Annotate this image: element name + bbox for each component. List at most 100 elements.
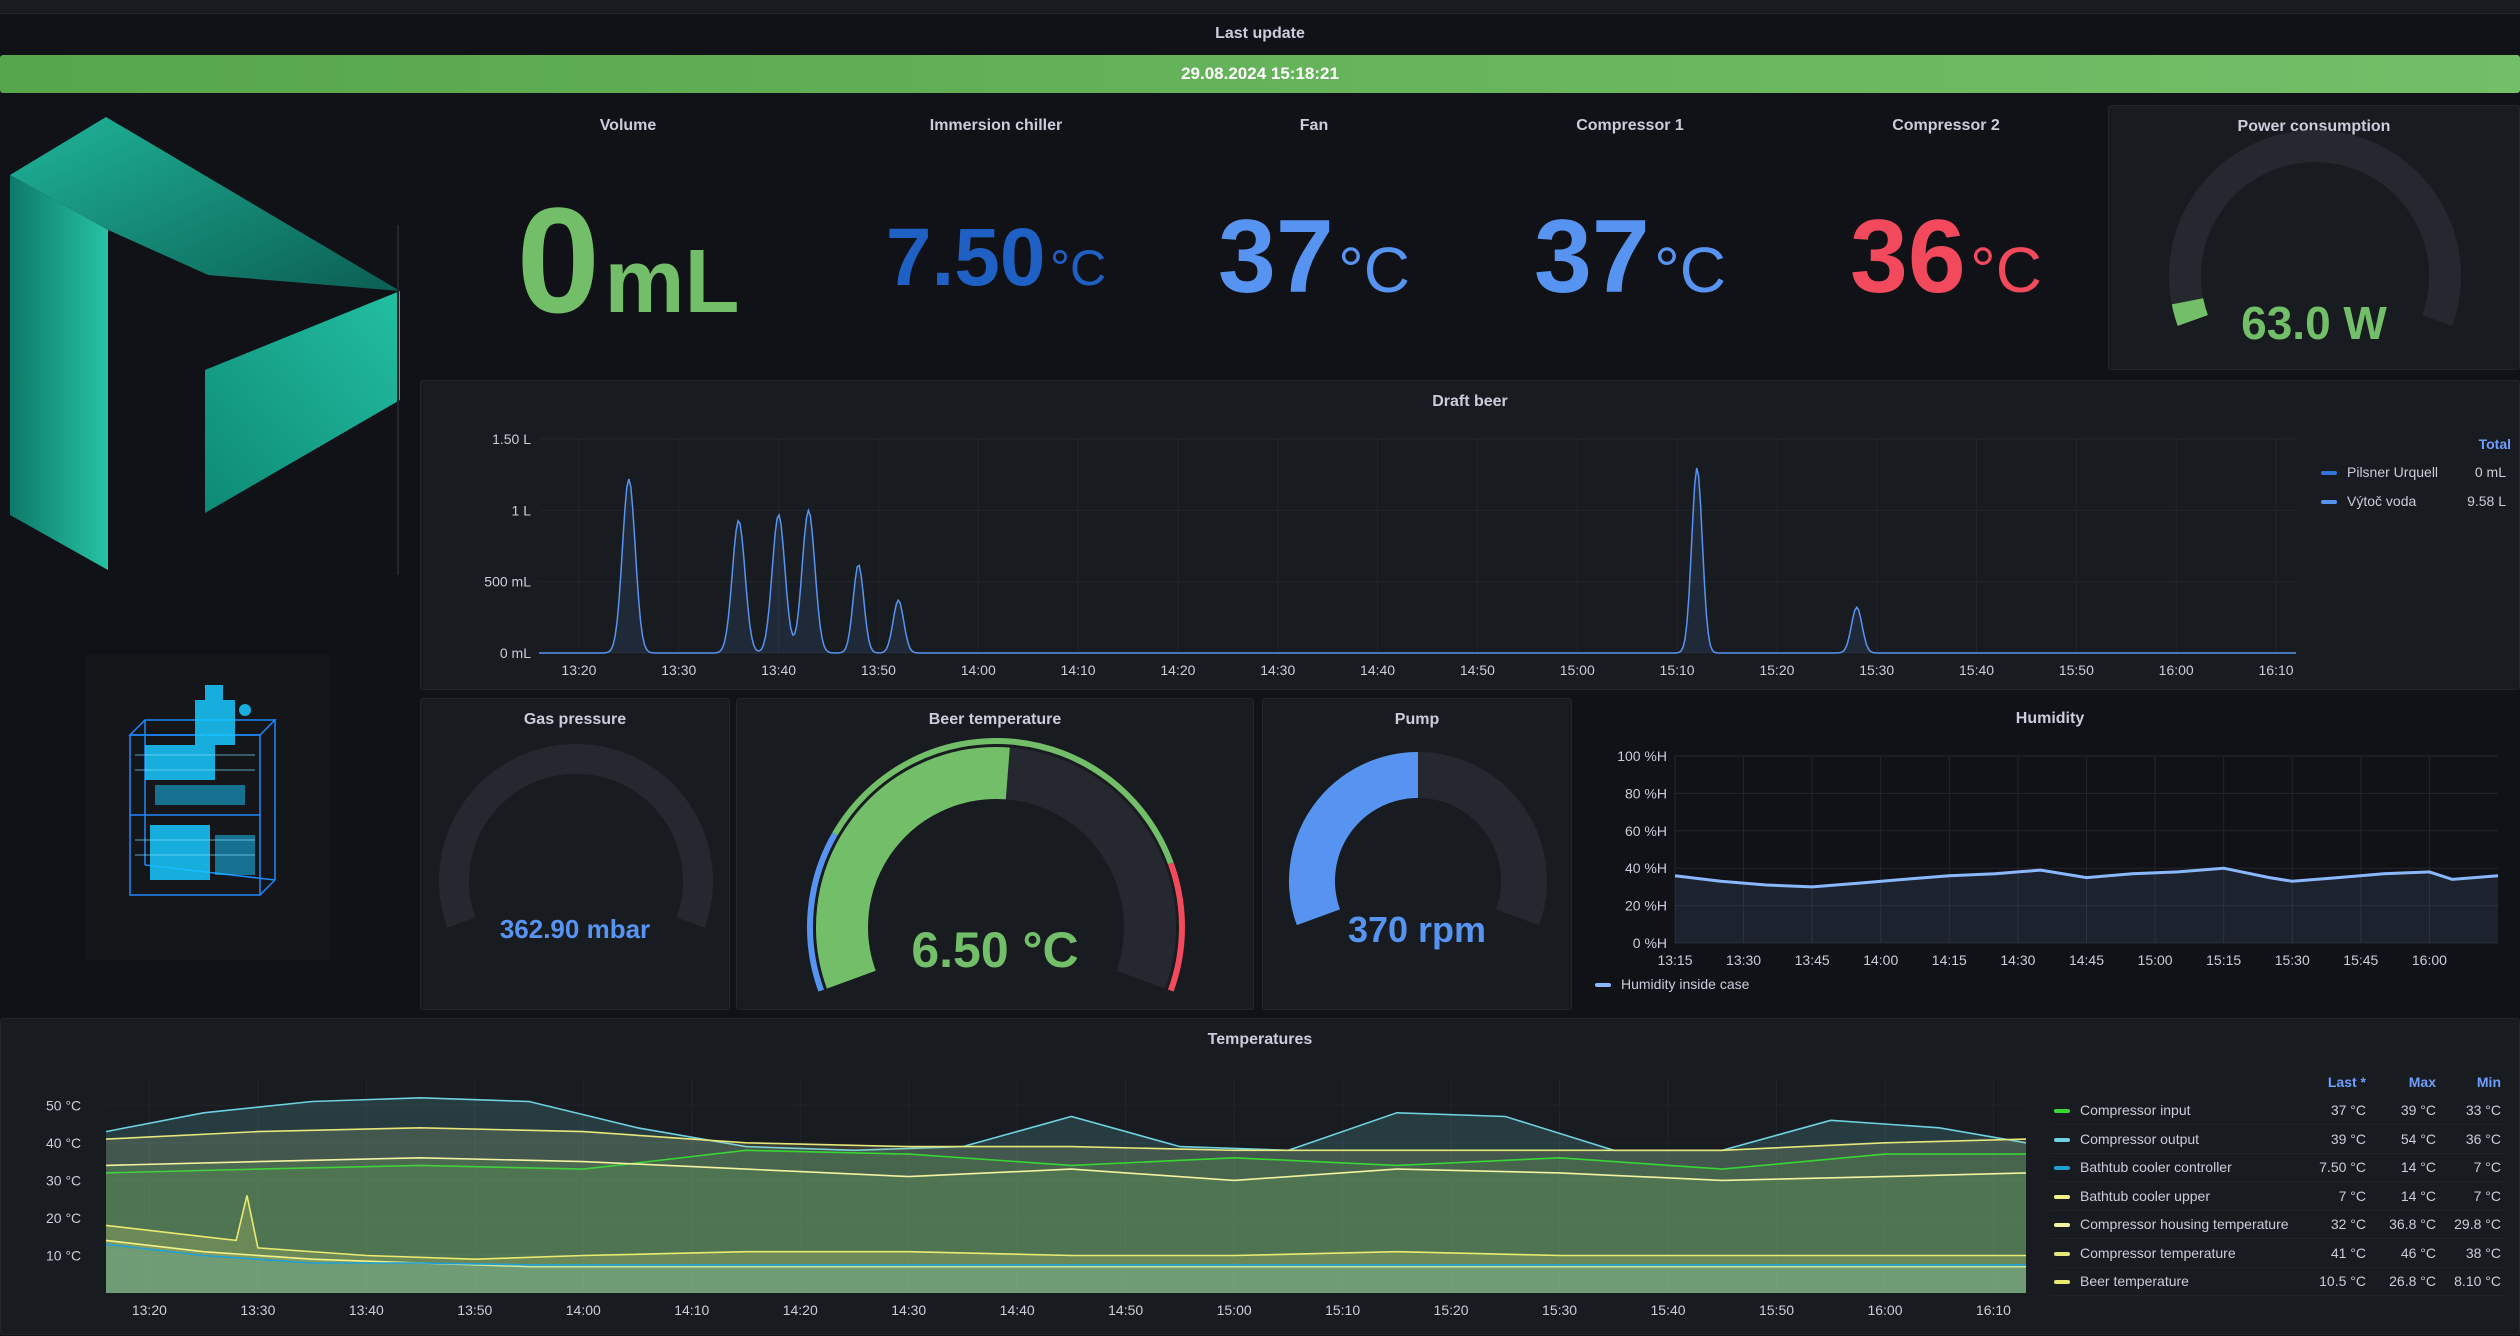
- beer-gauge-fill: [816, 747, 1010, 989]
- temp-legend-name: Compressor input: [2080, 1102, 2191, 1118]
- temp-legend-max: 46 °C: [2400, 1244, 2436, 1261]
- immersion-chiller-unit: °C: [1049, 240, 1107, 296]
- compressor1-number: 37: [1534, 199, 1650, 315]
- beer-temperature-value: 6.50 °C: [911, 922, 1079, 978]
- gas-pressure-panel: Gas pressure 362.90 mbar: [420, 698, 730, 1010]
- temp-legend-item[interactable]: Compressor output: [2054, 1131, 2199, 1147]
- temp-legend-min: 29.8 °C: [2454, 1216, 2501, 1232]
- temp-legend-max: 36.8 °C: [2389, 1216, 2436, 1232]
- temp-legend-item[interactable]: Compressor temperature: [2054, 1245, 2236, 1261]
- compressor2-value: 36 °C: [1788, 205, 2104, 309]
- temp-legend-min: 36 °C: [2465, 1130, 2501, 1147]
- temp-legend-separator: [2049, 1152, 2504, 1154]
- temperatures-panel: Temperatures 50 °C 40 °C 30 °C 20 °C 10 °C 13…: [0, 1018, 2520, 1335]
- draft-legend-name: Výtoč voda: [2347, 493, 2417, 509]
- temp-legend-min: 7 °C: [2473, 1187, 2501, 1204]
- temp-series-area: [106, 1150, 2026, 1293]
- humidity-chart: 100 %H 80 %H 60 %H 40 %H 20 %H 0 %H13:15 13:30…: [1617, 748, 2499, 968]
- power-gauge-fill: [2171, 297, 2208, 326]
- humidity-x-tick: 15:00: [2138, 952, 2173, 968]
- draft-y-tick: 1 L: [512, 502, 532, 518]
- compressor1-title: Compressor 1: [1576, 117, 1684, 134]
- draft-legend-name: Pilsner Urquell: [2347, 464, 2439, 480]
- volume-title: Volume: [599, 117, 657, 134]
- draft-x-tick: 15:40: [1959, 662, 1994, 678]
- temp-legend-min-header: Min: [2476, 1074, 2501, 1090]
- temp-x-tick: 14:20: [783, 1302, 818, 1318]
- temp-x-tick: 16:10: [1976, 1302, 2011, 1318]
- fan-number: 37: [1218, 199, 1334, 315]
- last-update-bar: 29.08.2024 15:18:21: [0, 55, 2520, 93]
- beer-threshold-blue: [806, 832, 838, 992]
- volume-number: 0: [516, 176, 600, 344]
- humidity-legend-item[interactable]: Humidity inside case: [1595, 976, 1749, 992]
- temp-series-line: [105, 1195, 2026, 1261]
- temp-legend-item[interactable]: Beer temperature: [2054, 1273, 2189, 1289]
- temp-x-tick: 13:30: [240, 1302, 275, 1318]
- stat-compressor2: Compressor 2 36 °C: [1788, 105, 2104, 375]
- temp-legend-item[interactable]: Bathtub cooler controller: [2054, 1159, 2232, 1175]
- power-value: 63.0 W: [2241, 297, 2387, 349]
- temp-x-tick: 13:50: [457, 1302, 492, 1318]
- gas-pressure-value: 362.90 mbar: [499, 914, 651, 944]
- draft-legend-item[interactable]: Výtoč voda: [2321, 493, 2416, 509]
- machine-3d-image: [128, 685, 277, 896]
- power-title: Power consumption: [2237, 118, 2391, 135]
- temperatures-title: Temperatures: [1207, 1031, 1313, 1048]
- draft-x-tick: 14:50: [1460, 662, 1495, 678]
- temp-x-tick: 13:40: [349, 1302, 384, 1318]
- temp-legend-separator: [2049, 1266, 2504, 1268]
- temp-x-tick: 15:20: [1434, 1302, 1469, 1318]
- temp-x-tick: 14:00: [566, 1302, 601, 1318]
- draft-x-tick: 15:20: [1759, 662, 1794, 678]
- temperatures-chart: 50 °C 40 °C 30 °C 20 °C 10 °C 13:20 13:30 13:40…: [46, 1079, 2027, 1318]
- beer-temperature-panel: Beer temperature 6.50 °C: [736, 698, 1254, 1010]
- fan-value: 37 °C: [1156, 205, 1472, 309]
- temp-x-tick: 16:00: [1867, 1302, 1902, 1318]
- humidity-x-tick: 15:45: [2343, 952, 2378, 968]
- stat-compressor1: Compressor 1 37 °C: [1472, 105, 1788, 375]
- draft-legend-total: 0 mL: [2474, 464, 2506, 480]
- temp-legend-max-header: Max: [2408, 1074, 2436, 1090]
- temp-legend-item[interactable]: Compressor housing temperature: [2054, 1216, 2289, 1232]
- compressor2-number: 36: [1850, 199, 1966, 315]
- temp-legend-name: Bathtub cooler controller: [2080, 1159, 2232, 1175]
- temp-series-area: [106, 1097, 2026, 1293]
- last-update-value: 29.08.2024 15:18:21: [1181, 64, 1339, 83]
- temp-legend-last: 32 °C: [2330, 1216, 2366, 1232]
- temp-legend-item[interactable]: Bathtub cooler upper: [2054, 1188, 2210, 1204]
- humidity-y-tick: 20 %H: [1625, 898, 1667, 914]
- temp-x-tick: 14:50: [1108, 1302, 1143, 1318]
- humidity-x-tick: 13:30: [1726, 952, 1761, 968]
- temp-legend-item[interactable]: Compressor input: [2054, 1102, 2191, 1118]
- temp-legend-swatch-icon: [2054, 1280, 2070, 1285]
- draft-legend-item[interactable]: Pilsner Urquell: [2321, 464, 2438, 480]
- humidity-series-area: [1675, 868, 2498, 943]
- temp-x-tick: 13:20: [132, 1302, 167, 1318]
- temp-legend-swatch-icon: [2054, 1137, 2070, 1142]
- temp-series-line: [105, 1149, 2026, 1174]
- temp-y-tick: 50 °C: [46, 1097, 81, 1113]
- temp-x-tick: 15:40: [1651, 1302, 1686, 1318]
- draft-x-tick: 16:10: [2259, 662, 2294, 678]
- humidity-x-tick: 15:30: [2275, 952, 2310, 968]
- compressor1-value: 37 °C: [1472, 205, 1788, 309]
- temp-legend-min: 33 °C: [2465, 1102, 2501, 1118]
- immersion-chiller-title: Immersion chiller: [929, 117, 1063, 134]
- temp-series-line: [105, 1156, 2027, 1182]
- humidity-y-tick: 80 %H: [1625, 785, 1667, 801]
- temp-legend-max: 54 °C: [2400, 1130, 2436, 1147]
- temp-legend-last: 10.5 °C: [2319, 1273, 2366, 1289]
- draft-legend-total: 9.58 L: [2467, 493, 2506, 509]
- gas-pressure-gauge: [439, 743, 713, 928]
- stat-fan: Fan 37 °C: [1156, 105, 1472, 375]
- beer-threshold-red: [1167, 862, 1186, 992]
- draft-y-tick: 0 mL: [500, 645, 531, 661]
- temp-legend-name: Compressor output: [2080, 1130, 2200, 1147]
- volume-unit: mL: [604, 232, 740, 332]
- temp-legend-separator: [2049, 1238, 2504, 1239]
- draft-beer-title: Draft beer: [1432, 393, 1508, 410]
- pump-value: 370 rpm: [1347, 909, 1487, 950]
- top-strip: [0, 0, 2520, 14]
- draft-x-tick: 13:40: [761, 662, 796, 678]
